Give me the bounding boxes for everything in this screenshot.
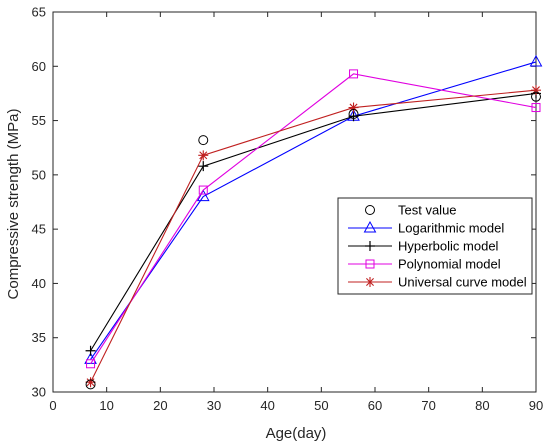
series-line-hyperbolic-model [90, 92, 537, 352]
data-point-universal-curve-model [85, 377, 96, 388]
legend-label: Logarithmic model [398, 221, 504, 236]
y-tick-label: 35 [32, 330, 46, 345]
legend-label: Test value [398, 203, 457, 218]
x-tick-label: 90 [529, 398, 543, 413]
data-point-polynomial-model [349, 69, 359, 79]
x-tick-label: 60 [368, 398, 382, 413]
y-tick-label: 55 [32, 113, 46, 128]
legend-marker [365, 259, 375, 269]
y-axis-title: Compressive strength (MPa) [5, 109, 22, 300]
legend-item-test-value: Test value [365, 203, 457, 218]
x-tick-label: 70 [421, 398, 435, 413]
data-point-universal-curve-model [348, 102, 359, 113]
legend-marker [365, 205, 375, 215]
data-point-test-value [198, 135, 209, 146]
legend-item-hyperbolic-model: Hyperbolic model [348, 239, 499, 254]
x-tick-label: 0 [49, 398, 56, 413]
y-tick-label: 50 [32, 167, 46, 182]
data-point-test-value [348, 109, 359, 120]
y-tick-label: 40 [32, 276, 46, 291]
series-layer [84, 54, 543, 390]
data-point-logarithmic-model [196, 189, 210, 202]
legend-marker [363, 220, 377, 233]
y-tick-label: 30 [32, 385, 46, 400]
data-point-polynomial-model [531, 103, 541, 113]
data-point-hyperbolic-model [198, 161, 209, 172]
legend-marker [365, 277, 375, 287]
legend-marker [365, 241, 375, 251]
y-tick-label: 60 [32, 59, 46, 74]
series-universal-curve-model [85, 85, 541, 388]
legend-item-polynomial-model: Polynomial model [348, 257, 501, 272]
data-point-hyperbolic-model [348, 111, 359, 122]
y-tick-label: 45 [32, 222, 46, 237]
legend-label: Hyperbolic model [398, 239, 499, 254]
legend-label: Polynomial model [398, 257, 501, 272]
x-axis-title: Age(day) [266, 425, 327, 442]
data-point-polynomial-model [198, 185, 208, 195]
x-tick-label: 40 [260, 398, 274, 413]
data-point-test-value [85, 379, 96, 390]
x-tick-label: 30 [207, 398, 221, 413]
data-point-hyperbolic-model [85, 345, 96, 356]
series-test-value [85, 91, 541, 390]
data-point-test-value [531, 91, 541, 102]
series-line-universal-curve-model [90, 89, 537, 383]
legend-item-logarithmic-model: Logarithmic model [348, 221, 504, 236]
series-line-logarithmic-model [90, 61, 537, 360]
x-tick-label: 50 [314, 398, 328, 413]
legend-item-universal-curve-model: Universal curve model [348, 275, 527, 290]
data-point-logarithmic-model [529, 54, 543, 67]
x-tick-label: 10 [99, 398, 113, 413]
legend-label: Universal curve model [398, 275, 527, 290]
data-point-universal-curve-model [198, 150, 209, 161]
x-tick-label: 20 [153, 398, 167, 413]
data-point-polynomial-model [86, 359, 96, 369]
data-point-universal-curve-model [531, 85, 541, 96]
x-tick-label: 80 [475, 398, 489, 413]
y-tick-label: 65 [32, 5, 46, 20]
legend: Test value Logarithmic model Hyperbolic mo… [337, 197, 533, 295]
